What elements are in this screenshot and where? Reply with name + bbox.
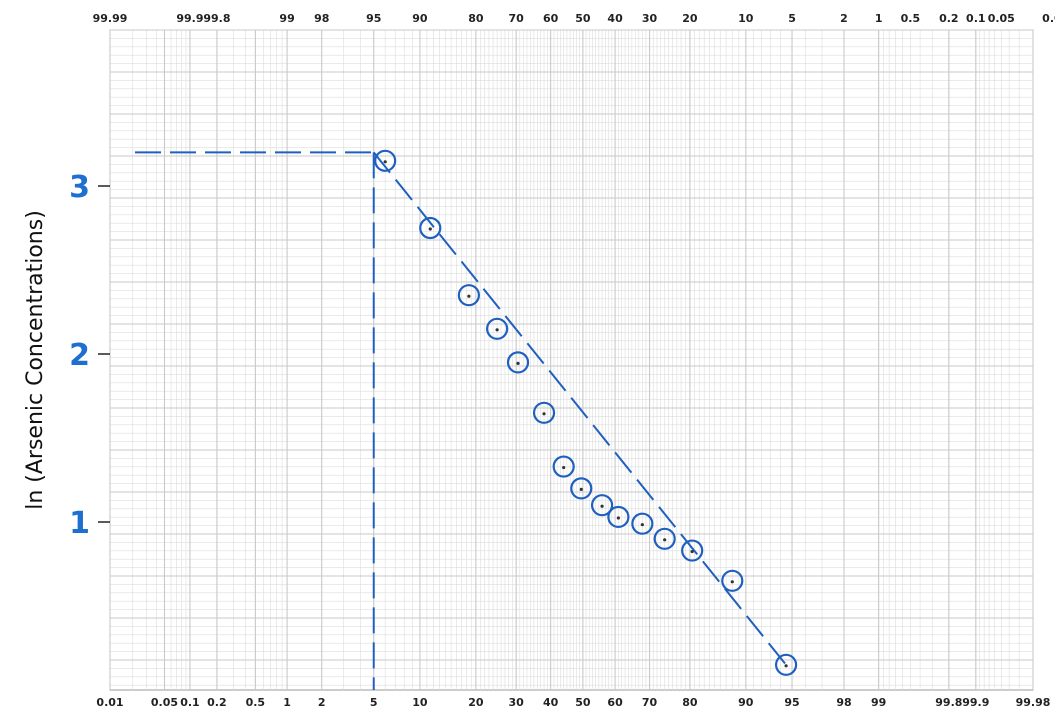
top-tick-label: 0.5 [901,12,921,25]
top-tick-label: 99.99 [93,12,128,25]
top-tick-label: 99 [279,12,294,25]
top-tick-label: 98 [314,12,329,25]
grid [109,29,1034,691]
bottom-tick-label: 1 [283,696,291,709]
bottom-tick-label: 20 [468,696,484,709]
bottom-tick-label: 10 [412,696,428,709]
data-point-marker [681,539,704,562]
bottom-tick-label: 99.9 [962,696,989,709]
y-tick-label: 1 [69,506,90,541]
top-tick-label: 60 [543,12,559,25]
data-point-marker [590,494,614,517]
bottom-axis: 0.01 0.05 0.1 0.2 0.5 1 2 5 10 20 30 40 50 60 70 80 90 95… [96,696,1050,709]
data-point-dot [600,504,604,508]
trend-line-path [372,151,787,666]
data-point-dot [467,294,471,298]
bottom-tick-label: 5 [370,696,378,709]
data-point-marker [607,505,630,529]
y-axis: 1 2 3 [69,170,110,541]
data-point-marker [570,477,593,500]
y-axis-label: ln (Arsenic Concentrations) [23,210,48,510]
bottom-tick-label: 99.8 [935,696,962,709]
top-tick-label: 99.8 [203,12,230,25]
bottom-tick-label: 70 [642,696,658,709]
bottom-tick-label: 99.98 [1016,696,1051,709]
data-point-marker [774,653,798,676]
top-tick-label: 40 [607,12,623,25]
top-tick-label: 50 [575,12,591,25]
bottom-tick-label: 0.01 [96,696,123,709]
bottom-tick-label: 30 [509,696,525,709]
top-axis: 99.99 99.9 99.8 99 98 95 90 80 70 60 50 40 30 20 10 5 2 1… [93,12,1055,25]
data-point-marker [552,455,575,478]
bottom-tick-label: 40 [543,696,559,709]
reference-lines [135,151,375,690]
data-point-marker [653,527,676,550]
data-point-marker [419,216,442,240]
trend-line [372,151,787,666]
data-point-marker [721,569,744,592]
data-point-marker [506,351,530,374]
bottom-tick-label: 80 [682,696,698,709]
bottom-tick-label: 98 [836,696,851,709]
data-point-dot [562,465,566,470]
bottom-tick-label: 0.5 [246,696,266,709]
top-tick-label: 10 [738,12,754,25]
top-tick-label: 20 [682,12,698,25]
bottom-tick-label: 0.1 [180,696,200,709]
y-tick-label: 2 [69,338,90,373]
data-point-dot [730,580,734,584]
bottom-tick-label: 50 [575,696,591,709]
bottom-tick-label: 90 [738,696,754,709]
top-tick-label: 80 [468,12,484,25]
data-point-marker [374,149,397,172]
data-point-dot [579,487,583,491]
top-tick-label: 0.1 [966,12,986,25]
top-tick-label: 0.01 [1042,12,1055,25]
data-point-dot [616,516,620,520]
bottom-tick-label: 99 [871,696,886,709]
y-tick-label: 3 [69,170,90,205]
data-point-dot [516,361,520,365]
top-tick-label: 0.05 [988,12,1015,25]
data-point-dot [495,328,499,332]
top-tick-label: 95 [366,12,381,25]
bottom-tick-label: 2 [318,696,326,709]
data-point-dot [428,227,432,231]
data-point-dot [784,664,788,668]
top-tick-label: 90 [412,12,428,25]
data-point-marker [532,401,556,424]
data-point-dot [690,549,694,554]
bottom-tick-label: 60 [607,696,623,709]
data-point-dot [383,160,387,164]
bottom-tick-label: 95 [784,696,799,709]
top-tick-label: 2 [840,12,848,25]
top-tick-label: 70 [509,12,525,25]
data-points [374,149,798,676]
bottom-tick-label: 0.05 [151,696,178,709]
plot-frame [109,29,1034,691]
top-tick-label: 99.9 [176,12,203,25]
top-tick-label: 1 [875,12,883,25]
top-tick-label: 5 [788,12,796,25]
data-point-dot [542,412,546,416]
top-tick-label: 30 [642,12,658,25]
data-point-marker [457,284,480,307]
data-point-dot [663,538,667,542]
bottom-tick-label: 0.2 [207,696,227,709]
top-tick-label: 0.2 [939,12,959,25]
data-point-dot [640,523,644,527]
data-point-marker [631,512,654,535]
data-point-marker [486,317,509,340]
